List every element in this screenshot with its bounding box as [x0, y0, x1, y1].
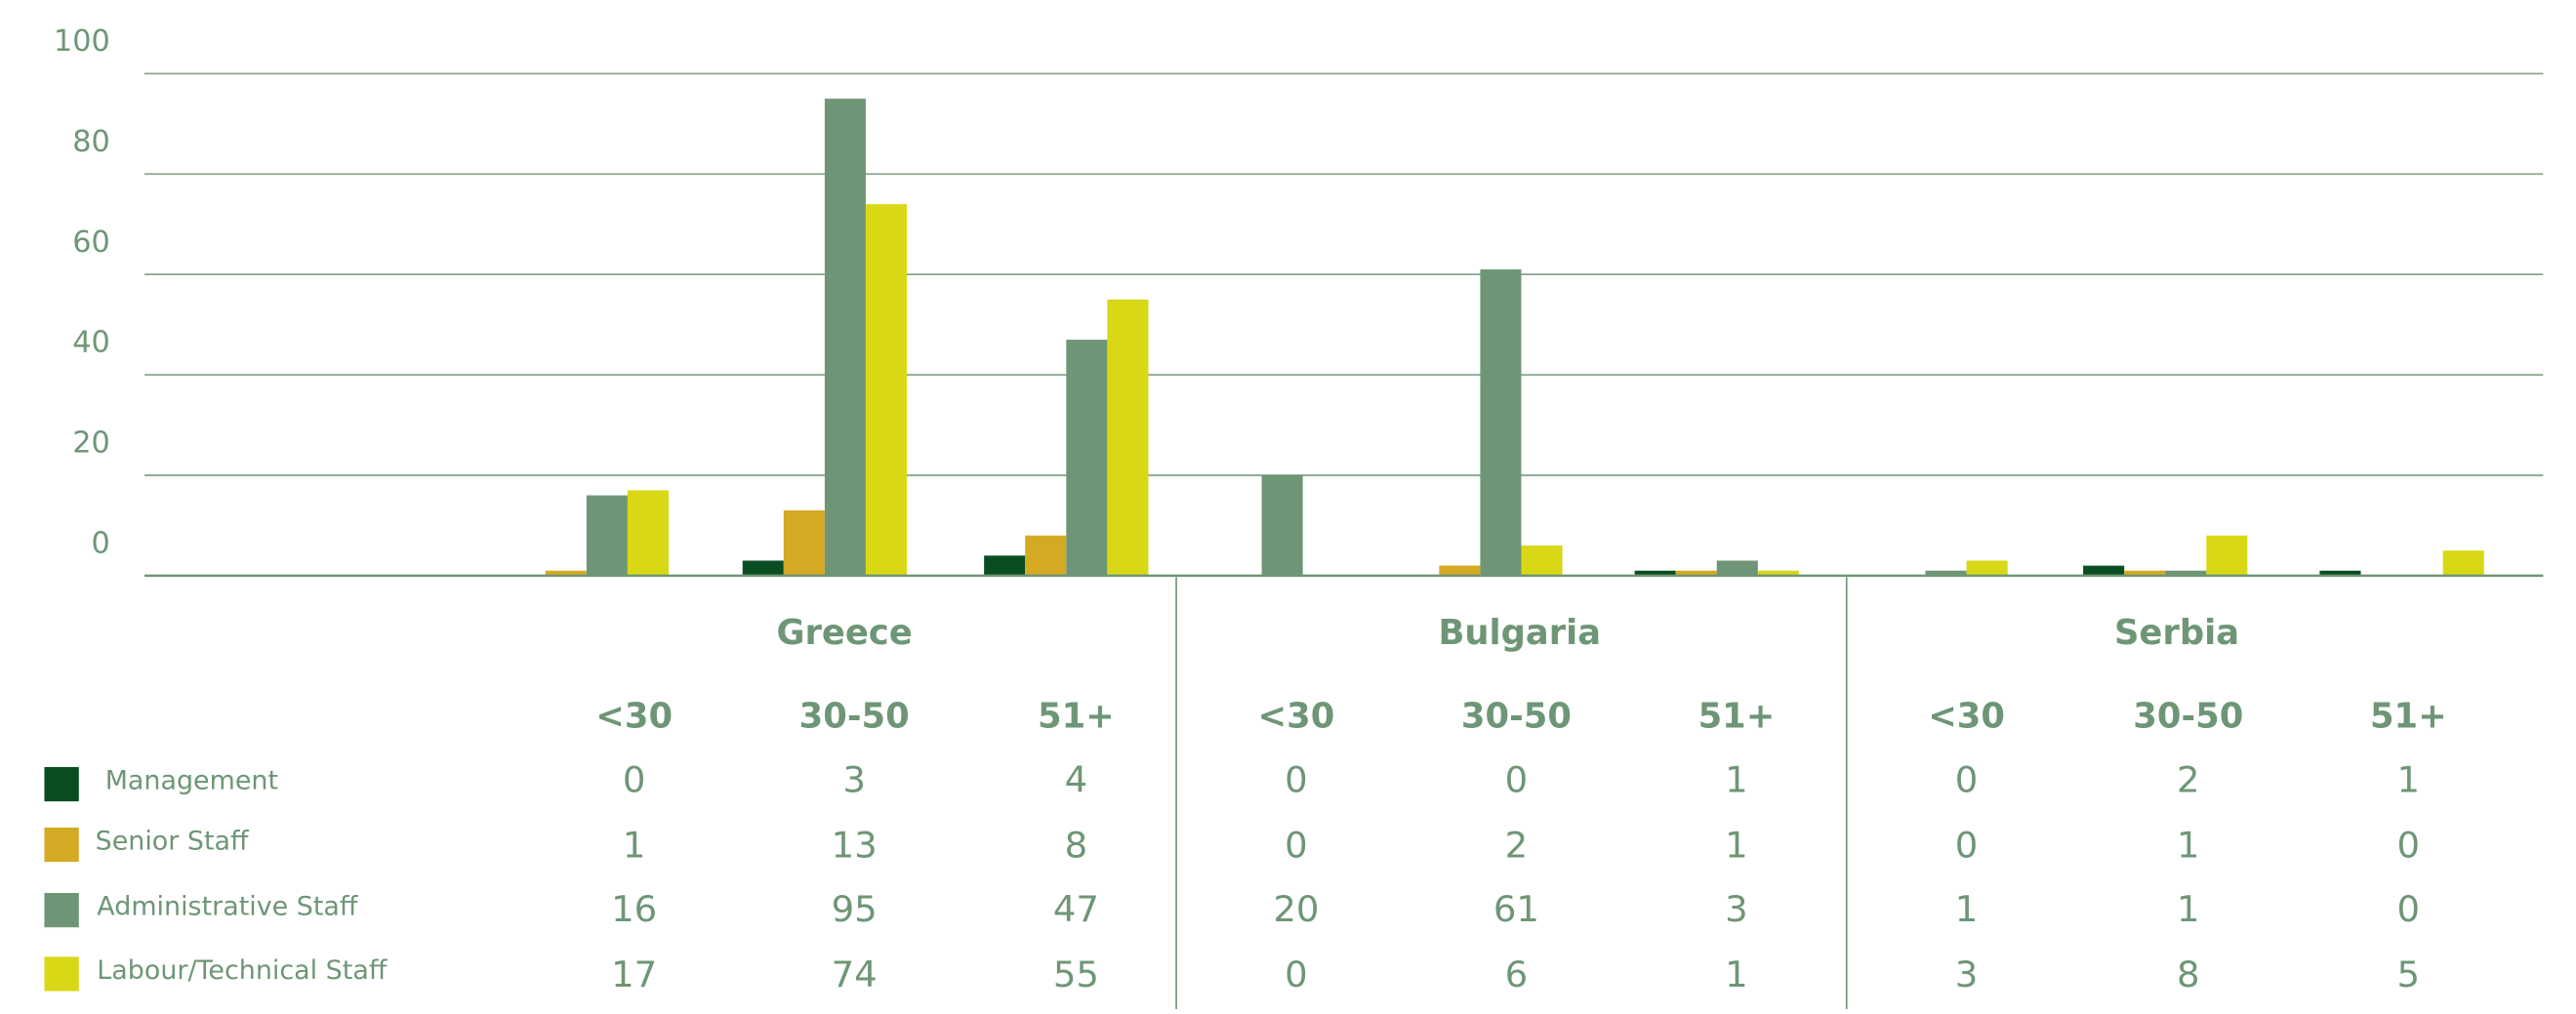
table-value: 74 — [832, 953, 878, 995]
bar — [1261, 474, 1303, 576]
table-value: 5 — [2397, 953, 2421, 995]
group-label: Greece — [776, 613, 912, 653]
table-value: 1 — [1955, 888, 1979, 930]
category-label: 51+ — [2370, 697, 2447, 737]
bar — [1716, 560, 1758, 576]
table-value: 0 — [1955, 759, 1979, 801]
y-tick-label: 60 — [72, 225, 110, 260]
category-label: 30-50 — [1461, 697, 1572, 737]
table-value: 16 — [611, 888, 657, 930]
bar — [586, 495, 628, 576]
table-value: 8 — [1065, 825, 1088, 867]
bar — [2083, 565, 2125, 576]
bar — [824, 99, 866, 576]
table-value: 95 — [832, 888, 878, 930]
bar — [1966, 560, 2008, 576]
table-value: 0 — [1505, 759, 1529, 801]
legend-label: Senior Staff — [96, 827, 250, 857]
table-value: 61 — [1493, 888, 1539, 930]
category-label: 30-50 — [799, 697, 910, 737]
legend-swatch — [44, 827, 79, 863]
bar — [1757, 570, 1799, 576]
legend-label: Management — [105, 766, 278, 796]
table-value: 3 — [1725, 888, 1748, 930]
bar — [627, 490, 669, 576]
bar — [1439, 565, 1481, 576]
bar — [1066, 340, 1108, 576]
table-value: 47 — [1053, 888, 1099, 930]
legend-label: Labour/Technical Staff — [97, 955, 388, 986]
group-label: Serbia — [2114, 613, 2239, 653]
bar — [865, 204, 908, 576]
table-value: 55 — [1053, 953, 1099, 995]
bar — [1634, 570, 1676, 576]
category-label: <30 — [1258, 697, 1335, 737]
table-value: 0 — [2397, 825, 2421, 867]
bar — [2165, 570, 2207, 576]
y-tick-label: 80 — [72, 125, 110, 159]
bar — [1025, 535, 1067, 576]
table-value: 0 — [1285, 825, 1308, 867]
legend-swatch — [44, 892, 79, 928]
bar — [984, 555, 1026, 576]
table-value: 1 — [2177, 825, 2200, 867]
table-value: 0 — [623, 759, 646, 801]
table-value: 1 — [2397, 759, 2421, 801]
category-label: <30 — [1928, 697, 2005, 737]
bar — [1107, 299, 1149, 576]
y-tick-label: 20 — [72, 426, 110, 461]
legend-swatch — [44, 956, 79, 992]
table-value: 1 — [1725, 759, 1748, 801]
table-value: 1 — [1725, 825, 1748, 867]
legend-label: Administrative Staff — [97, 892, 359, 922]
table-value: 0 — [2397, 888, 2421, 930]
table-value: 2 — [1505, 825, 1529, 867]
bar — [783, 510, 825, 576]
table-value: 0 — [1285, 953, 1308, 995]
table-value: 6 — [1505, 953, 1529, 995]
bar — [2206, 535, 2248, 576]
legend-swatch — [44, 766, 79, 802]
table-value: 13 — [832, 825, 878, 867]
table-value: 20 — [1273, 888, 1319, 930]
category-label: <30 — [595, 697, 673, 737]
bar — [742, 560, 784, 576]
bar — [2319, 570, 2361, 576]
group-label: Bulgaria — [1438, 613, 1601, 653]
table-value: 2 — [2177, 759, 2200, 801]
bar — [545, 570, 587, 576]
y-tick-label: 100 — [54, 24, 110, 59]
bar — [1521, 546, 1563, 576]
bar — [2442, 550, 2484, 576]
bar — [2124, 570, 2166, 576]
table-value: 17 — [611, 953, 657, 995]
bar — [1675, 570, 1717, 576]
table-value: 1 — [1725, 953, 1748, 995]
y-tick-label: 40 — [72, 326, 110, 360]
table-value: 1 — [2177, 888, 2200, 930]
table-value: 0 — [1285, 759, 1308, 801]
table-value: 8 — [2177, 953, 2200, 995]
table-value: 3 — [842, 759, 866, 801]
category-label: 51+ — [1698, 697, 1776, 737]
table-value: 3 — [1955, 953, 1979, 995]
bar — [1925, 570, 1967, 576]
category-label: 51+ — [1038, 697, 1115, 737]
y-tick-label: 0 — [91, 527, 109, 561]
bar — [1480, 269, 1522, 576]
category-label: 30-50 — [2133, 697, 2243, 737]
table-value: 4 — [1065, 759, 1088, 801]
table-value: 1 — [623, 825, 646, 867]
table-value: 0 — [1955, 825, 1979, 867]
